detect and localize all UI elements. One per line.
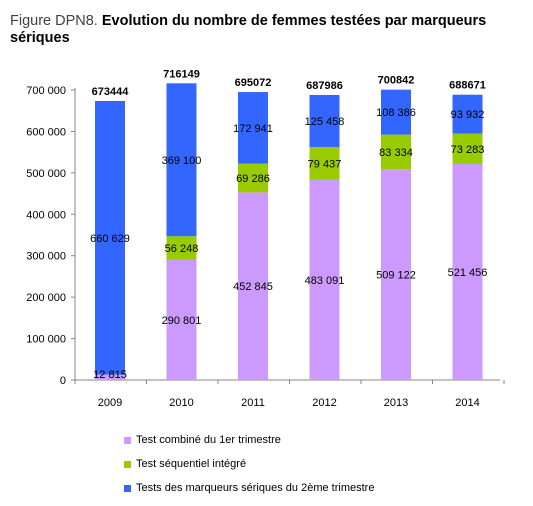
x-tick-label: 2010 bbox=[169, 397, 193, 409]
data-label: 73 283 bbox=[451, 144, 485, 156]
y-tick-label: 600 000 bbox=[26, 126, 66, 138]
y-tick-label: 100 000 bbox=[26, 334, 66, 346]
data-label: 483 091 bbox=[305, 275, 345, 287]
data-label: 56 248 bbox=[165, 243, 199, 255]
data-label: 452 845 bbox=[233, 281, 273, 293]
bar-segment bbox=[309, 179, 340, 380]
legend-swatch bbox=[124, 460, 131, 468]
y-tick-label: 500 000 bbox=[26, 168, 66, 180]
bar-segment bbox=[166, 259, 197, 380]
data-label: 125 458 bbox=[305, 116, 345, 128]
data-label: 660 629 bbox=[90, 233, 130, 245]
bar-segment bbox=[452, 163, 483, 380]
data-label: 172 941 bbox=[233, 123, 273, 135]
chart-title: Figure DPN8. Evolution du nombre de femm… bbox=[10, 13, 510, 47]
total-label: 695072 bbox=[235, 77, 272, 89]
x-tick-label: 2009 bbox=[98, 397, 122, 409]
x-tick-label: 2013 bbox=[384, 397, 408, 409]
legend-label: Tests des marqueurs sériques du 2ème tri… bbox=[136, 482, 375, 494]
y-tick-label: 400 000 bbox=[26, 209, 66, 221]
bar-segment bbox=[95, 101, 125, 375]
bar-segment bbox=[381, 89, 411, 135]
data-label: 509 122 bbox=[376, 270, 416, 282]
total-label: 673444 bbox=[92, 86, 130, 98]
data-label: 369 100 bbox=[162, 155, 202, 167]
bar-segment bbox=[381, 134, 411, 170]
bar-segment bbox=[452, 133, 483, 164]
total-label: 700842 bbox=[378, 75, 415, 87]
y-tick-label: 200 000 bbox=[26, 292, 66, 304]
x-tick-label: 2012 bbox=[312, 397, 336, 409]
figure-title-text: Evolution du nombre de femmes testées pa… bbox=[10, 13, 487, 46]
data-label: 79 437 bbox=[308, 158, 342, 170]
data-label: 83 334 bbox=[379, 147, 413, 159]
bar-segment bbox=[238, 163, 268, 193]
bar-segment bbox=[238, 192, 268, 380]
data-label: 290 801 bbox=[162, 315, 202, 327]
figure-number: Figure DPN8. bbox=[10, 13, 98, 29]
legend-item: Tests des marqueurs sériques du 2ème tri… bbox=[124, 476, 374, 500]
x-tick-label: 2014 bbox=[455, 397, 479, 409]
total-label: 688671 bbox=[449, 80, 486, 92]
bar-segment bbox=[309, 146, 340, 180]
total-label: 716149 bbox=[163, 68, 200, 80]
bar-segment bbox=[452, 94, 483, 134]
data-label: 12 815 bbox=[93, 369, 127, 381]
total-label: 687986 bbox=[306, 80, 343, 92]
chart-legend: Test combiné du 1er trimestre Test séquen… bbox=[124, 428, 374, 500]
data-label: 521 456 bbox=[448, 267, 488, 279]
data-label: 93 932 bbox=[451, 109, 485, 121]
bar-segment bbox=[381, 169, 411, 380]
data-label: 108 386 bbox=[376, 107, 416, 119]
legend-swatch bbox=[124, 484, 131, 492]
y-tick-label: 0 bbox=[60, 375, 66, 387]
y-tick-label: 300 000 bbox=[26, 251, 66, 263]
bar-segment bbox=[309, 94, 340, 147]
legend-label: Test combiné du 1er trimestre bbox=[136, 434, 281, 446]
bar-segment bbox=[166, 236, 197, 260]
legend-item: Test séquentiel intégré bbox=[124, 452, 374, 476]
legend-swatch bbox=[124, 436, 131, 444]
stacked-bar-chart: 0 100 000 200 000 300 000 400 000 500 000 600 … bbox=[26, 68, 505, 409]
bar-segment bbox=[238, 92, 268, 164]
y-tick-label: 700 000 bbox=[26, 85, 66, 97]
x-tick-label: 2011 bbox=[241, 397, 265, 409]
bar-segment bbox=[95, 374, 125, 380]
data-label: 69 286 bbox=[236, 173, 270, 185]
legend-item: Test combiné du 1er trimestre bbox=[124, 428, 374, 452]
bar-segment bbox=[166, 83, 197, 237]
legend-label: Test séquentiel intégré bbox=[136, 458, 247, 470]
